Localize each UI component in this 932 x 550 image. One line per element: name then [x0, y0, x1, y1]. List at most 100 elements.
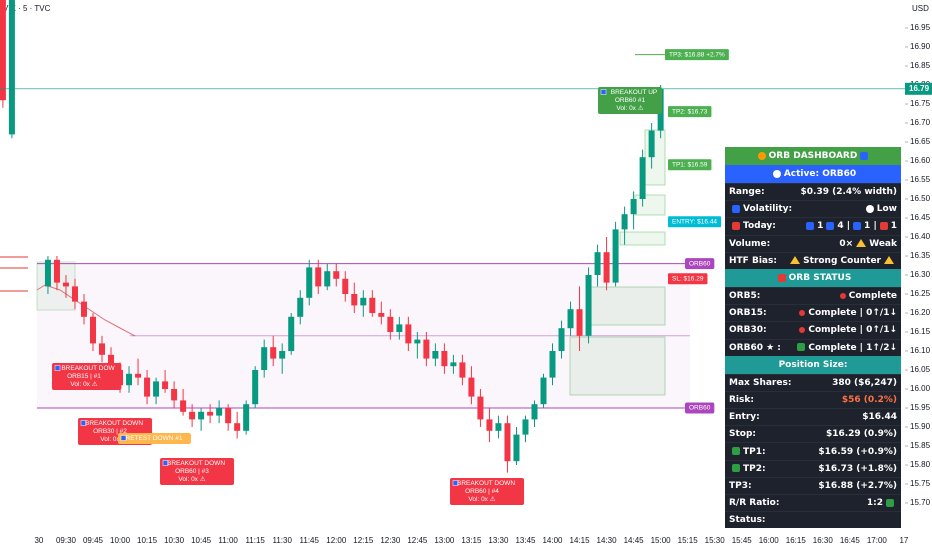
row: Volatility: Low: [725, 200, 901, 217]
candle-body: [369, 297, 376, 313]
row-value: Low: [876, 204, 897, 215]
orb-tag: [685, 402, 715, 414]
x-tick-label: 16:45: [840, 536, 861, 545]
y-tick-label: 15.80: [910, 460, 931, 469]
candle-body: [297, 297, 304, 317]
y-tick-label: 16.35: [910, 251, 931, 260]
annotation-box: [160, 458, 235, 485]
y-tick-label: 16.10: [910, 346, 931, 355]
candle-body: [360, 297, 367, 306]
candle-body: [414, 339, 421, 344]
orb-tag: [685, 258, 715, 270]
x-tick-label: 10:00: [110, 536, 131, 545]
candle-body: [252, 370, 259, 405]
row: Status:: [725, 511, 901, 528]
candle-body: [351, 294, 358, 306]
last-price-label: 16.79: [909, 84, 930, 93]
candle-body: [522, 419, 529, 435]
x-tick-label: 12:45: [407, 536, 428, 545]
row-label-wrap: Max Shares:: [729, 378, 791, 388]
candle-body: [80, 301, 87, 317]
y-tick-label: 16.05: [910, 365, 931, 374]
candle-body: [387, 316, 394, 332]
row-label: ORB60 ★ :: [729, 342, 781, 353]
annotation-text: ORB30 | #2: [93, 428, 127, 435]
orb-dashboard: ORB DASHBOARD Active: ORB60 Range: $0.39 …: [725, 147, 901, 529]
row: HTF Bias: Strong Counter: [725, 251, 901, 269]
row-value-wrap: 380 ($6,247): [832, 378, 897, 388]
row-label: ORB5:: [729, 291, 761, 302]
row-value: 380 ($6,247): [832, 377, 897, 388]
x-tick-label: 12:15: [353, 536, 374, 545]
candle-body: [216, 408, 223, 416]
y-tick-label: 16.00: [910, 384, 931, 393]
row-label-wrap: Stop:: [729, 429, 756, 439]
check-icon: [732, 464, 740, 473]
candle-body: [459, 362, 466, 378]
y-tick-label: 16.60: [910, 156, 931, 165]
x-tick-label: 15:00: [651, 536, 672, 545]
level-tag-label: TP1: $16.59: [672, 162, 708, 169]
candle-body: [378, 313, 385, 317]
y-tick-label: 16.15: [910, 327, 931, 336]
x-tick-label: 13:00: [434, 536, 455, 545]
today-down: 4: [837, 221, 844, 232]
today-failed: 1: [890, 221, 897, 232]
row-value: Strong Counter: [803, 255, 881, 266]
level-tag: [668, 273, 708, 285]
annotation-text: Vol: 0x ⚠: [178, 475, 205, 483]
x-tick-label: 10:15: [137, 536, 158, 545]
row: Stop: $16.29 (0.9%): [725, 425, 901, 442]
row-label: ORB15:: [729, 308, 767, 319]
row: R/R Ratio: 1:2: [725, 494, 901, 511]
candle-body: [342, 278, 349, 294]
level-tag: [668, 106, 712, 118]
annotation-icon: [54, 365, 61, 371]
y-tick-label: 16.25: [910, 289, 931, 298]
candle-body: [162, 381, 169, 389]
row-value: $16.88 (+2.7%): [818, 480, 897, 491]
annotation-icon: [162, 460, 169, 466]
candle-body: [540, 377, 547, 405]
zone-box: [634, 194, 666, 216]
y-tick-label: 16.40: [910, 232, 931, 241]
chart-title: VIX · 5 · TVC: [3, 4, 51, 13]
candle-body: [71, 286, 78, 302]
level-tag-label: ENTRY: $16.44: [672, 219, 717, 226]
annotation-text: RETEST DOWN #1: [126, 435, 183, 442]
candle-body: [243, 404, 250, 431]
row-value-wrap: $16.59 (+0.9%): [818, 447, 897, 457]
icon: [732, 221, 740, 230]
annotation-icon: [600, 89, 607, 95]
annotation-text: ORB60 | #4: [465, 488, 499, 495]
row-label: TP1:: [743, 446, 766, 457]
annotation-text: Vol: 0x ⚠: [616, 104, 643, 112]
annotation-icon: [80, 420, 87, 426]
row-value: $56 (0.2%): [841, 394, 897, 405]
candle-body: [180, 400, 187, 412]
x-tick-label: 09:45: [83, 536, 104, 545]
row: ORB15: Complete | 0↑/1↓: [725, 304, 901, 321]
row-label-wrap: Entry:: [729, 412, 760, 422]
candle-body: [234, 423, 241, 431]
row-value: $0.39 (2.4% width): [800, 187, 897, 198]
candle-body: [288, 316, 295, 351]
row-label: TP3:: [729, 480, 752, 491]
active-row: Active: ORB60: [725, 165, 901, 183]
check-icon: [886, 498, 894, 507]
y-tick-label: 15.90: [910, 422, 931, 431]
row-value: Complete | 0↑/1↓: [808, 325, 897, 336]
zone-box: [589, 286, 666, 326]
position-rows: Max Shares: 380 ($6,247) Risk: $56 (0.2%) En…: [725, 373, 901, 512]
icon: [826, 221, 835, 230]
y-tick-label: 16.95: [910, 23, 931, 32]
candle-body: [126, 373, 133, 386]
zone-box: [569, 336, 666, 396]
y-tick-label: 16.85: [910, 61, 931, 70]
row-value-wrap: Complete: [837, 291, 897, 301]
annotation-icon: [120, 435, 127, 441]
y-tick-label: 16.75: [910, 99, 931, 108]
x-tick-label: 13:15: [461, 536, 482, 545]
candle-body: [189, 411, 196, 420]
